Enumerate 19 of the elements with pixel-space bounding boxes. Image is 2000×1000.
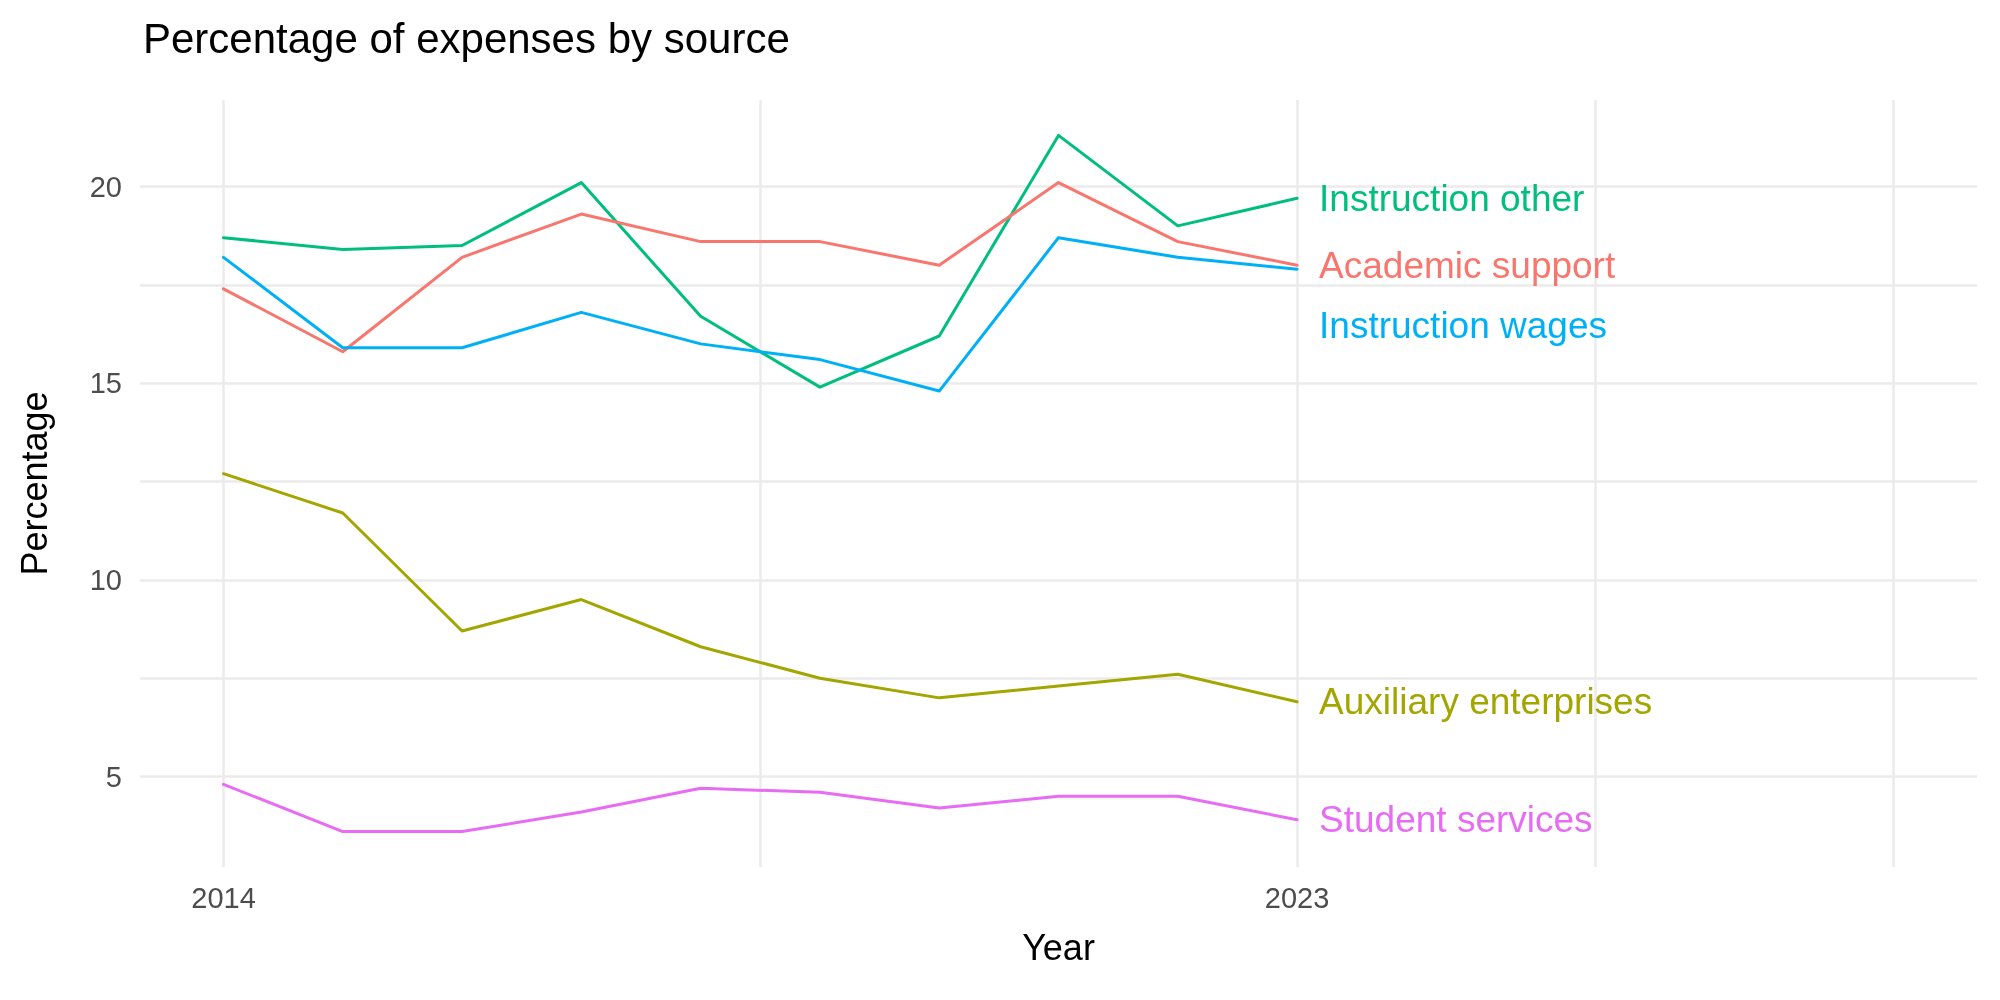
x-tick-label: 2014: [191, 881, 256, 914]
series-label: Instruction wages: [1319, 304, 1608, 346]
series-label: Student services: [1319, 799, 1593, 841]
series-label: Academic support: [1319, 244, 1616, 286]
y-tick-label: 15: [89, 367, 122, 400]
x-tick-label: 2023: [1264, 881, 1330, 914]
line-series: [222, 472, 1299, 704]
series-label: Auxiliary enterprises: [1319, 681, 1653, 723]
series-label: Instruction other: [1319, 177, 1585, 219]
y-tick-label: 10: [89, 563, 122, 596]
line-series: [222, 236, 1299, 393]
y-tick-label: 20: [89, 170, 122, 203]
line-series: [222, 181, 1299, 354]
chart-title: Percentage of expenses by source: [143, 14, 790, 62]
line-series: [222, 133, 1299, 389]
y-axis-title: Percentage: [13, 391, 55, 576]
line-series: [222, 782, 1299, 834]
y-tick-label: 5: [105, 760, 122, 793]
x-axis-title: Year: [1022, 926, 1095, 968]
